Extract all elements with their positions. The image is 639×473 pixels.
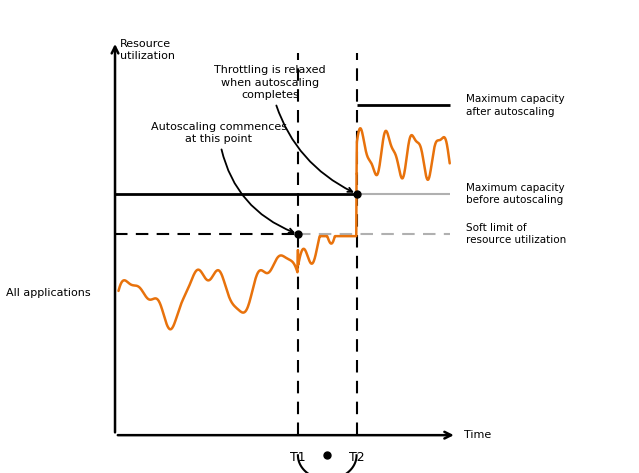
Text: Maximum capacity
before autoscaling: Maximum capacity before autoscaling (466, 183, 565, 205)
Text: Autoscaling commences
at this point: Autoscaling commences at this point (151, 122, 293, 233)
Text: T1: T1 (290, 451, 305, 464)
Text: Throttling is relaxed
when autoscaling
completes: Throttling is relaxed when autoscaling c… (215, 65, 352, 192)
Text: T2: T2 (349, 451, 364, 464)
Text: Soft limit of
resource utilization: Soft limit of resource utilization (466, 223, 567, 245)
Text: All applications: All applications (6, 288, 91, 298)
Text: Resource
utilization: Resource utilization (120, 39, 175, 61)
Text: Time: Time (463, 430, 491, 440)
Text: Maximum capacity
after autoscaling: Maximum capacity after autoscaling (466, 94, 565, 117)
